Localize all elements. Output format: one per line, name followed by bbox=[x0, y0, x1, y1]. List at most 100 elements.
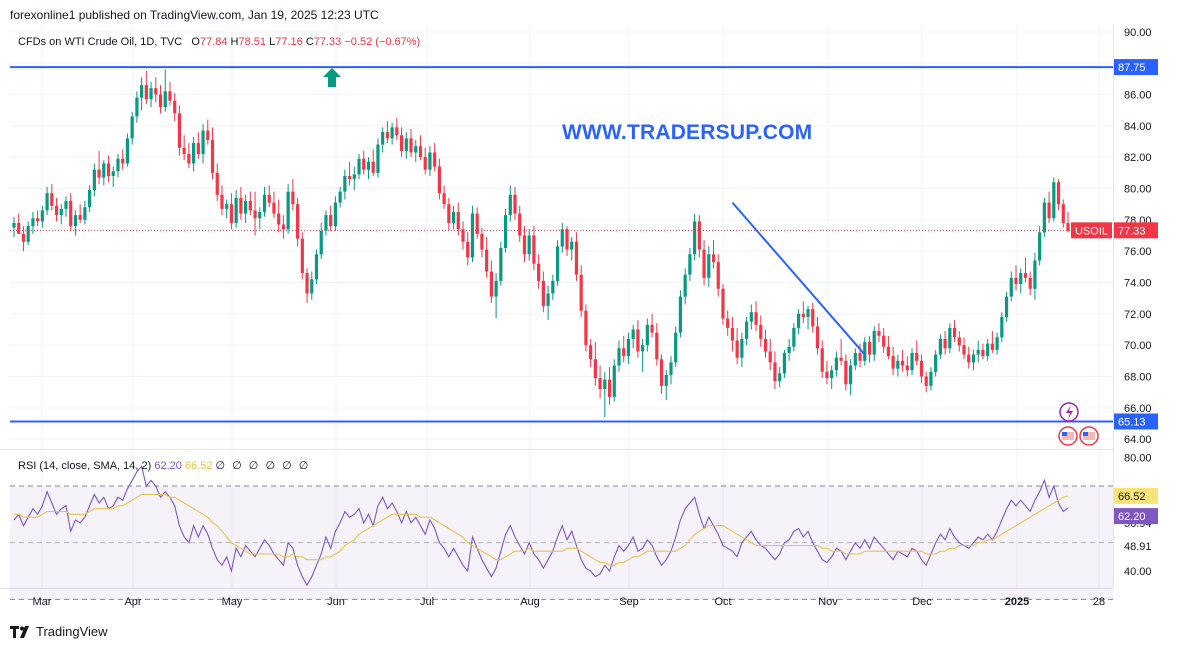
candle-body bbox=[177, 113, 182, 148]
candle-body bbox=[555, 246, 560, 281]
candle-body bbox=[848, 365, 853, 385]
candle-body bbox=[149, 88, 153, 100]
price-tick-label: 90.00 bbox=[1124, 27, 1152, 39]
candle-body bbox=[584, 310, 588, 346]
candle-body bbox=[683, 274, 687, 297]
candle-body bbox=[220, 194, 224, 209]
last-price-tag-bg bbox=[1114, 222, 1158, 239]
candle-body bbox=[1019, 273, 1023, 285]
candle-body bbox=[877, 331, 881, 336]
candle-body bbox=[626, 338, 631, 357]
rsi-legend[interactable]: RSI (14, close, SMA, 14, 2) 62.20 66.52 … bbox=[18, 459, 310, 472]
candle-body bbox=[735, 340, 739, 358]
candle-body bbox=[943, 338, 947, 349]
candle-body bbox=[636, 329, 640, 352]
candle-body bbox=[986, 343, 990, 357]
candle-body bbox=[754, 312, 758, 325]
candle-body bbox=[745, 321, 749, 339]
candle-body bbox=[995, 337, 999, 350]
candlestick-series bbox=[12, 69, 1070, 418]
rsi-sma-line bbox=[14, 493, 1069, 566]
candle-body bbox=[54, 205, 59, 216]
price-tick-label: 86.00 bbox=[1124, 90, 1152, 102]
candle-body bbox=[957, 337, 961, 346]
horizontal-levels[interactable] bbox=[10, 66, 1113, 423]
candle-body bbox=[390, 127, 394, 139]
candle-body bbox=[17, 222, 21, 234]
symbol-legend[interactable]: CFDs on WTI Crude Oil, 1D, TVC O77.84 H7… bbox=[18, 36, 420, 48]
candle-body bbox=[707, 254, 711, 278]
candle-body bbox=[603, 379, 607, 390]
open-value: 77.84 bbox=[199, 36, 228, 48]
candle-body bbox=[778, 373, 782, 382]
candle-body bbox=[206, 130, 210, 140]
candle-body bbox=[12, 222, 16, 228]
candle-body bbox=[69, 201, 73, 227]
candle-body bbox=[121, 158, 125, 164]
candle-body bbox=[140, 85, 144, 98]
candle-body bbox=[475, 213, 479, 234]
candle-body bbox=[1004, 296, 1009, 317]
candle-body bbox=[787, 346, 791, 353]
candle-body bbox=[36, 218, 40, 222]
candle-body bbox=[971, 354, 976, 363]
candle-body bbox=[518, 213, 522, 236]
candle-body bbox=[565, 229, 569, 250]
publisher-line: forexonline1 published on TradingView.co… bbox=[10, 8, 379, 22]
candle-body bbox=[324, 215, 328, 231]
close-label: C bbox=[305, 36, 314, 48]
candle-body bbox=[513, 194, 517, 214]
rsi-series bbox=[13, 465, 1069, 587]
candle-body bbox=[740, 338, 744, 358]
symbol-name: CFDs on WTI Crude Oil, 1D, TVC bbox=[18, 36, 183, 48]
price-tick-label: 80.00 bbox=[1124, 184, 1152, 196]
candle-body bbox=[253, 210, 257, 219]
trend-line-segment[interactable] bbox=[731, 201, 866, 356]
change-value: −0.52 (−0.67%) bbox=[344, 36, 421, 48]
rsi-empty-slots: ∅ ∅ ∅ ∅ ∅ ∅ bbox=[215, 460, 311, 472]
candle-body bbox=[688, 254, 692, 275]
candle-body bbox=[451, 212, 456, 223]
time-axis[interactable]: Mar Apr May Jun Jul Aug Sep Oct Nov Dec 2025 28 bbox=[33, 596, 1106, 608]
time-tick-label: Nov bbox=[818, 596, 838, 608]
time-tick-label: Oct bbox=[714, 596, 731, 608]
candle-body bbox=[844, 360, 848, 385]
candle-body bbox=[485, 249, 489, 272]
candle-body bbox=[111, 171, 115, 176]
candle-body bbox=[815, 326, 820, 349]
candle-body bbox=[896, 360, 900, 369]
tradingview-footer[interactable]: TradingView bbox=[10, 624, 108, 639]
candle-body bbox=[466, 241, 470, 258]
candle-body bbox=[503, 215, 508, 249]
candle-body bbox=[272, 202, 276, 214]
candle-body bbox=[154, 88, 158, 95]
upper-level-tag: 87.75 bbox=[1118, 62, 1146, 74]
candle-body bbox=[376, 144, 380, 173]
candle-body bbox=[801, 313, 805, 317]
time-tick-label: May bbox=[222, 596, 243, 608]
candle-body bbox=[806, 309, 810, 317]
candle-body bbox=[225, 204, 229, 209]
candle-body bbox=[480, 233, 484, 250]
candle-body bbox=[423, 157, 427, 170]
rsi-legend-value: 62.20 bbox=[154, 460, 182, 472]
candle-body bbox=[702, 249, 706, 278]
candle-body bbox=[867, 342, 872, 355]
candle-body bbox=[248, 201, 252, 211]
candle-body bbox=[442, 193, 446, 205]
candle-body bbox=[1009, 277, 1013, 297]
candle-body bbox=[418, 146, 423, 158]
candle-body bbox=[915, 353, 919, 361]
symbol-tag: USOIL bbox=[1075, 225, 1108, 237]
candle-body bbox=[102, 163, 106, 178]
candle-body bbox=[395, 127, 399, 136]
candle-body bbox=[820, 348, 824, 372]
price-grid bbox=[0, 24, 1114, 589]
flag-canton-icon bbox=[1083, 432, 1088, 436]
candle-body bbox=[508, 194, 512, 216]
candle-body bbox=[551, 280, 555, 294]
flag-stripes-icon bbox=[1062, 432, 1074, 440]
trend-line[interactable] bbox=[731, 201, 866, 356]
candle-body bbox=[385, 132, 389, 139]
